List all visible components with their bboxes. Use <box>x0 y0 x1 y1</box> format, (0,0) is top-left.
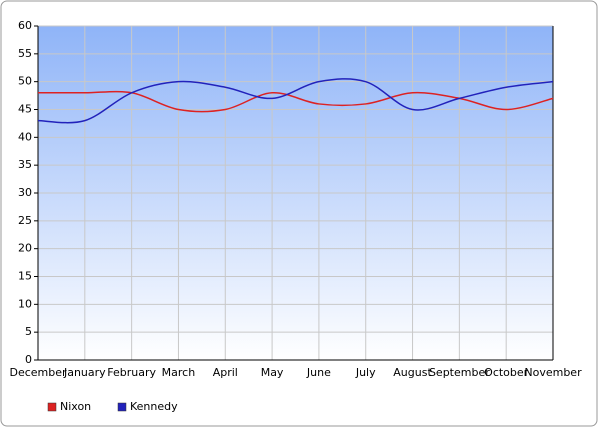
x-tick-label: March <box>162 366 196 379</box>
x-tick-label: October <box>484 366 528 379</box>
y-tick-label: 30 <box>18 186 32 199</box>
y-tick-label: 0 <box>25 353 32 366</box>
y-tick-label: 25 <box>18 214 32 227</box>
y-tick-label: 10 <box>18 297 32 310</box>
x-tick-label: August <box>393 366 432 379</box>
series-line <box>37 78 554 124</box>
x-tick-label: May <box>261 366 284 379</box>
series-line <box>38 90 554 113</box>
y-tick-label: 45 <box>18 103 32 116</box>
y-tick-label: 50 <box>18 75 32 88</box>
x-tick-label: November <box>524 366 582 379</box>
legend-label: Kennedy <box>130 400 178 413</box>
legend-label: Nixon <box>60 400 91 413</box>
y-tick-label: 35 <box>18 158 32 171</box>
y-tick-label: 60 <box>18 19 32 32</box>
y-tick-label: 55 <box>18 47 32 60</box>
x-tick-label: April <box>213 366 238 379</box>
y-tick-label: 5 <box>25 325 32 338</box>
x-tick-label: December <box>9 366 67 379</box>
y-tick-label: 40 <box>18 130 32 143</box>
y-tick-label: 15 <box>18 270 32 283</box>
legend-swatch <box>47 402 57 412</box>
y-tick-label: 20 <box>18 242 32 255</box>
x-tick-label: July <box>355 366 376 379</box>
legend-swatch <box>117 402 127 412</box>
x-tick-label: September <box>429 366 490 379</box>
x-tick-label: June <box>306 366 331 379</box>
x-tick-label: February <box>107 366 156 379</box>
x-tick-label: January <box>63 366 106 379</box>
